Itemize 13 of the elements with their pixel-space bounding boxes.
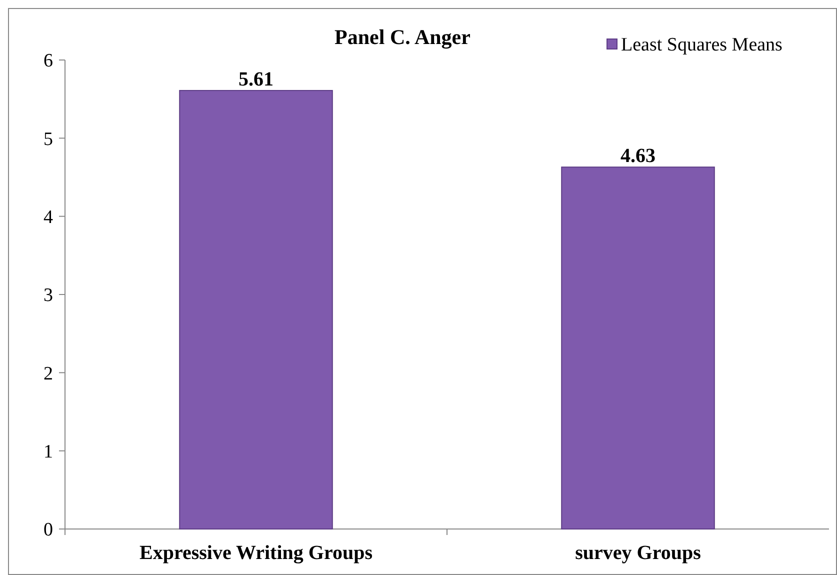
y-tick-label: 6 — [44, 50, 53, 72]
data-label: 4.63 — [620, 145, 656, 168]
y-tick-label: 1 — [44, 441, 53, 462]
y-tick-label: 0 — [44, 520, 53, 541]
y-tick-label: 3 — [44, 285, 53, 306]
x-tick-label: survey Groups — [575, 542, 702, 564]
chart-title: Panel C. Anger — [334, 25, 470, 49]
legend-label: Least Squares Means — [621, 34, 782, 56]
y-tick-label: 2 — [44, 363, 53, 384]
y-tick-label: 5 — [44, 128, 53, 150]
y-tick-label: 4 — [44, 206, 54, 228]
data-label: 5.61 — [238, 68, 274, 90]
x-tick-label: Expressive Writing Groups — [139, 542, 373, 564]
